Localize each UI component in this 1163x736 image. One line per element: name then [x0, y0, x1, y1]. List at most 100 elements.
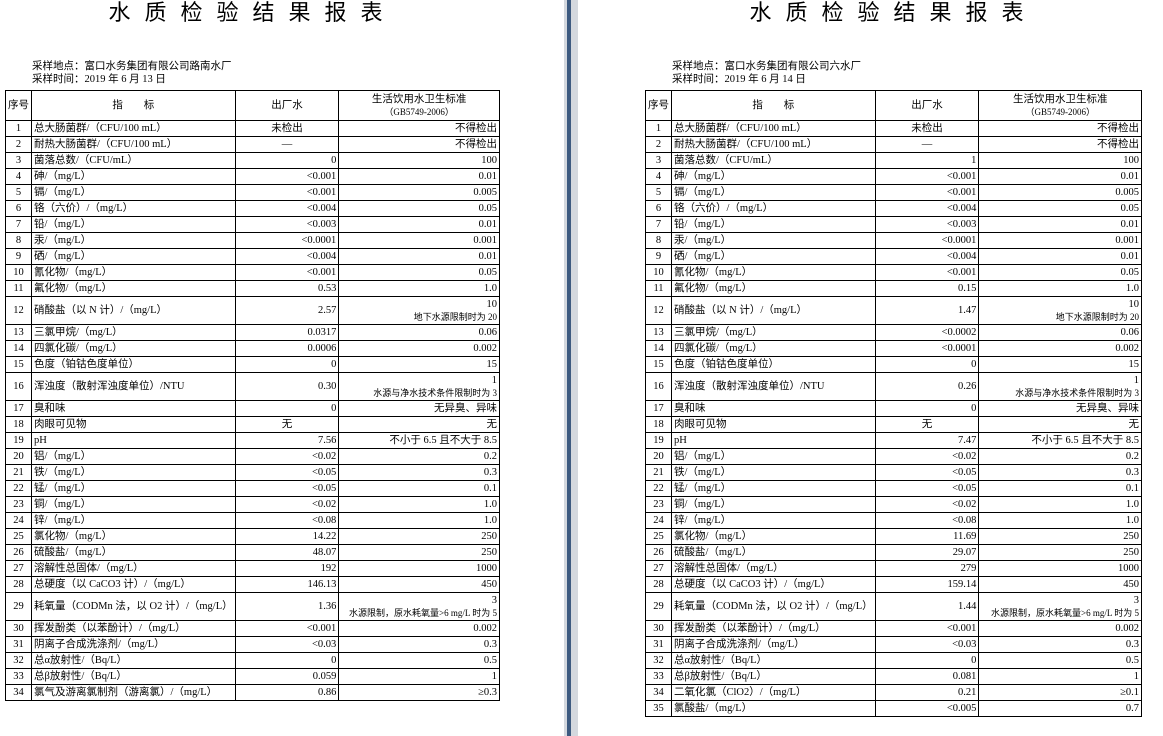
table-row: 21 铁/（mg/L） <0.05 0.3 [5, 464, 500, 481]
factory-water-value: <0.001 [234, 184, 340, 201]
cell-note: 水源与净水技术条件限制时为 3 [1015, 388, 1139, 398]
standard-limit: 0.01 [338, 216, 500, 233]
factory-water-value: <0.02 [234, 448, 340, 465]
indicator: 浑浊度（散射浑浊度单位）/NTU [671, 372, 876, 401]
cell-line: 生活饮用水卫生标准 [1012, 94, 1108, 105]
indicator: 总硬度（以 CaCO3 计）/（mg/L） [671, 576, 876, 593]
table-row: 4 砷/（mg/L） <0.001 0.01 [5, 168, 500, 185]
standard-limit: 0.01 [978, 216, 1142, 233]
cell-note: 地下水源限制时为 20 [1055, 312, 1139, 322]
table-row: 25 氯化物/（mg/L） 11.69 250 [645, 528, 1142, 545]
table-row: 19 pH 7.56 不小于 6.5 且不大于 8.5 [5, 432, 500, 449]
table-row: 9 硒/（mg/L） <0.004 0.01 [645, 248, 1142, 265]
indicator: 总β放射性/（Bq/L） [671, 668, 876, 685]
indicator: 铅/（mg/L） [31, 216, 236, 233]
row-number: 25 [5, 528, 32, 545]
indicator: 氰化物/（mg/L） [671, 264, 876, 281]
table-row: 2 耐热大肠菌群/（CFU/100 mL） — 不得检出 [645, 136, 1142, 153]
table-row: 25 氯化物/（mg/L） 14.22 250 [5, 528, 500, 545]
factory-water-value: <0.001 [874, 620, 980, 637]
factory-water-value: <0.003 [234, 216, 340, 233]
cell-line: 生活饮用水卫生标准 [371, 94, 467, 105]
indicator: 铜/（mg/L） [31, 496, 236, 513]
indicator: 硝酸盐（以 N 计）/（mg/L） [671, 296, 876, 325]
row-number: 28 [5, 576, 32, 593]
row-number: 19 [645, 432, 672, 449]
table-row: 24 锌/（mg/L） <0.08 1.0 [5, 512, 500, 529]
table-row: 16 浑浊度（散射浑浊度单位）/NTU 0.26 1 水源与净水技术条件限制时为 3 [645, 372, 1142, 401]
indicator: 汞/（mg/L） [31, 232, 236, 249]
header-cell: 指 标 [31, 90, 236, 121]
factory-water-value: 14.22 [234, 528, 340, 545]
indicator: 三氯甲烷/（mg/L） [671, 324, 876, 341]
standard-limit: 不得检出 [338, 136, 500, 153]
row-number: 24 [645, 512, 672, 529]
row-number: 33 [645, 668, 672, 685]
factory-water-value: <0.05 [874, 464, 980, 481]
header-row: 序号指 标出厂水 生活饮用水卫生标准 （GB5749-2006） [5, 90, 500, 121]
row-number: 8 [645, 232, 672, 249]
factory-water-value: 192 [234, 560, 340, 577]
factory-water-value: 0.059 [234, 668, 340, 685]
indicator: 总大肠菌群/（CFU/100 mL） [31, 120, 236, 137]
indicator: 臭和味 [31, 400, 236, 417]
cell-note: （GB5749-2006） [384, 107, 454, 117]
indicator: 四氯化碳/（mg/L） [671, 340, 876, 357]
standard-limit: 250 [338, 544, 500, 561]
row-number: 22 [5, 480, 32, 497]
cell-note: （GB5749-2006） [1025, 107, 1095, 117]
table-row: 15 色度（铂钴色度单位） 0 15 [5, 356, 500, 373]
factory-water-value: <0.0001 [234, 232, 340, 249]
factory-water-value: <0.001 [874, 184, 980, 201]
table-row: 14 四氯化碳/（mg/L） 0.0006 0.002 [5, 340, 500, 357]
indicator: 挥发酚类（以苯酚计）/（mg/L） [671, 620, 876, 637]
row-number: 28 [645, 576, 672, 593]
row-number: 23 [5, 496, 32, 513]
row-number: 30 [645, 620, 672, 637]
factory-water-value: <0.004 [234, 200, 340, 217]
table-row: 31 阴离子合成洗涤剂/（mg/L） <0.03 0.3 [5, 636, 500, 653]
standard-limit: 1 [338, 668, 500, 685]
indicator: 锰/（mg/L） [671, 480, 876, 497]
row-number: 27 [5, 560, 32, 577]
row-number: 15 [645, 356, 672, 373]
standard-limit: 0.05 [978, 264, 1142, 281]
indicator: 氯化物/（mg/L） [671, 528, 876, 545]
row-number: 14 [5, 340, 32, 357]
factory-water-value: <0.02 [234, 496, 340, 513]
standard-limit: 0.002 [978, 620, 1142, 637]
indicator: 铁/（mg/L） [31, 464, 236, 481]
indicator: 铁/（mg/L） [671, 464, 876, 481]
indicator: 菌落总数/（CFU/mL） [31, 152, 236, 169]
row-number: 18 [645, 416, 672, 433]
row-number: 9 [5, 248, 32, 265]
row-number: 10 [645, 264, 672, 281]
indicator: 硝酸盐（以 N 计）/（mg/L） [31, 296, 236, 325]
factory-water-value: 0 [874, 652, 980, 669]
standard-limit: 1.0 [338, 496, 500, 513]
standard-limit: 3 水源限制，原水耗氧量>6 mg/L 时为 5 [338, 592, 500, 621]
table-row: 8 汞/（mg/L） <0.0001 0.001 [5, 232, 500, 249]
row-number: 29 [5, 592, 32, 621]
standard-limit: 1000 [338, 560, 500, 577]
indicator: 耗氧量（CODMn 法，以 O2 计）/（mg/L） [671, 592, 876, 621]
standard-limit: 不小于 6.5 且不大于 8.5 [338, 432, 500, 449]
indicator: 二氧化氯（ClO2）/（mg/L） [671, 684, 876, 701]
factory-water-value: 159.14 [874, 576, 980, 593]
indicator: 三氯甲烷/（mg/L） [31, 324, 236, 341]
factory-water-value: 0.30 [234, 372, 340, 401]
table-row: 22 锰/（mg/L） <0.05 0.1 [645, 480, 1142, 497]
table-row: 29 耗氧量（CODMn 法，以 O2 计）/（mg/L） 1.36 3 水源限制，原水… [5, 592, 500, 621]
factory-water-value: 未检出 [874, 120, 980, 137]
factory-water-value: 0 [874, 356, 980, 373]
row-number: 17 [5, 400, 32, 417]
factory-water-value: 0.86 [234, 684, 340, 701]
factory-water-value: 2.57 [234, 296, 340, 325]
indicator: 氯化物/（mg/L） [31, 528, 236, 545]
cell-line: 1 [491, 375, 497, 386]
row-number: 27 [645, 560, 672, 577]
cell-line: 10 [1128, 299, 1140, 310]
indicator: 菌落总数/（CFU/mL） [671, 152, 876, 169]
row-number: 35 [645, 700, 672, 717]
sampling-time: 采样时间：2019 年 6 月 14 日 [672, 74, 806, 85]
